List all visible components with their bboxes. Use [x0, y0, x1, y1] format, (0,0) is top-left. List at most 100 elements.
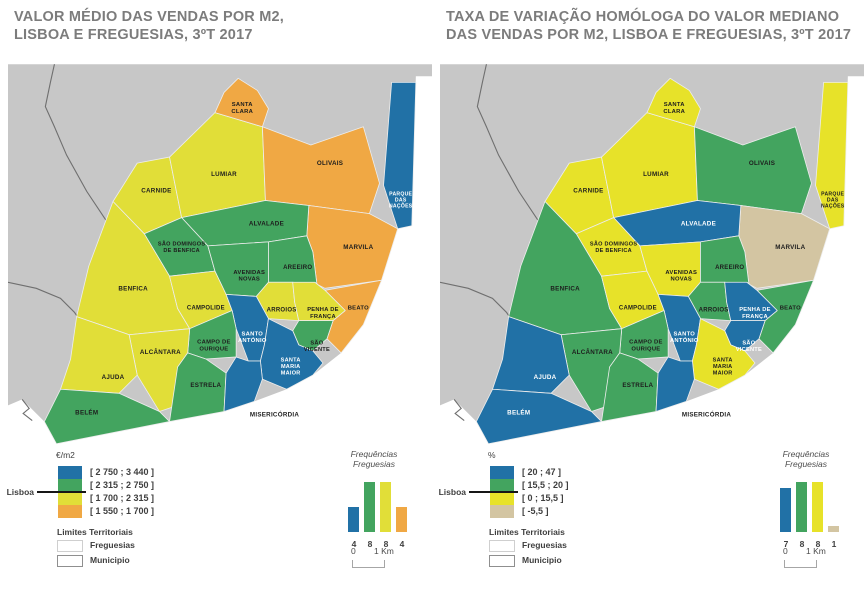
map-region-label-santa-clara: SANTA CLARA — [663, 102, 685, 115]
map-region-label-sao-domingos-de-benfica: SÃO DOMINGOS DE BENFICA — [590, 241, 637, 255]
map-region-label-marvila: MARVILA — [343, 244, 373, 251]
frequency-bar-0 — [348, 507, 359, 532]
frequency-histogram — [346, 480, 412, 532]
map-region-label-santa-maria-maior: SANTA MARIA MAIOR — [713, 357, 733, 376]
scale-bar: 0 1 Km — [350, 546, 420, 572]
map-region-penha-de-franca — [724, 281, 778, 322]
map-region-label-parque-das-nacoes: PARQUE DAS NAÇÕES — [821, 191, 845, 209]
title-line-1: TAXA DE VARIAÇÃO HOMÓLOGA DO VALOR MEDIA… — [446, 9, 840, 25]
map-region-label-ajuda: AJUDA — [102, 374, 125, 381]
limites-label-0: Freguesias — [522, 540, 567, 550]
scale-zero-label: 0 — [783, 546, 788, 556]
lisboa-marker-line — [37, 491, 86, 493]
frequency-value-1: 8 — [367, 539, 373, 549]
limites-box-1 — [489, 555, 515, 567]
frequency-value-3: 1 — [831, 539, 837, 549]
scale-km-label: 1 Km — [806, 546, 826, 556]
map-region-parque-das-nacoes — [383, 81, 417, 230]
limites-item-freguesias: Freguesias — [489, 539, 629, 554]
scale-km-label: 1 Km — [374, 546, 394, 556]
choropleth-map-valor-medio: CARNIDE LUMIAR SANTA CLARA OLIVAIS PARQUE DAS N… — [8, 64, 432, 445]
map-region-label-arroios: ARROIOS — [267, 308, 297, 314]
limites-territoriais-items: Freguesias Municipio — [57, 539, 197, 569]
page-title: VALOR MÉDIO DAS VENDAS POR M2, LISBOA E … — [14, 9, 426, 44]
map-region-penha-de-franca — [292, 281, 346, 322]
limites-item-municipio: Municipio — [489, 554, 629, 569]
limites-label-0: Freguesias — [90, 540, 135, 550]
map-region-label-campolide: CAMPOLIDE — [187, 306, 225, 312]
map-region-label-sao-domingos-de-benfica: SÃO DOMINGOS DE BENFICA — [158, 241, 205, 255]
frequency-value-0: 4 — [351, 539, 357, 549]
map-region-misericordia — [655, 356, 695, 412]
map-region-label-misericordia: MISERICÓRDIA — [682, 411, 731, 419]
map-region-label-alvalade: ALVALADE — [681, 221, 716, 228]
title-line-2: LISBOA E FREGUESIAS, 3ºT 2017 — [14, 26, 253, 43]
map-region-label-estrela: ESTRELA — [622, 382, 653, 389]
map-region-label-areeiro: AREEIRO — [283, 265, 312, 271]
map-region-label-ajuda: AJUDA — [534, 374, 557, 381]
title-line-1: VALOR MÉDIO DAS VENDAS POR M2, — [14, 9, 284, 25]
legend-class-label-3: [ -5,5 ] — [522, 506, 549, 516]
frequency-bar-2 — [380, 482, 391, 532]
legend-class-label-0: [ 2 750 ; 3 440 ] — [90, 467, 155, 477]
municipal-boundary-line — [44, 64, 114, 223]
map-region-label-carnide: CARNIDE — [573, 187, 603, 194]
map-region-label-sao-vicente: SÃO VICENTE — [304, 340, 330, 354]
map-region-label-santo-antonio: SANTO ANTÓNIO — [238, 331, 267, 344]
map-region-label-areeiro: AREEIRO — [715, 265, 744, 271]
legend-unit-label: €/m2 — [56, 450, 75, 460]
map-region-label-santo-antonio: SANTO ANTÓNIO — [670, 331, 699, 344]
map-region-label-parque-das-nacoes: PARQUE DAS NAÇÕES — [389, 191, 413, 209]
map-region-label-avenidas-novas: AVENIDAS NOVAS — [665, 270, 697, 283]
legend-swatch-0 — [490, 466, 514, 479]
limites-box-0 — [57, 540, 83, 552]
legend-class-label-2: [ 1 700 ; 2 315 ] — [90, 493, 155, 503]
frequency-value-1: 8 — [799, 539, 805, 549]
map-region-label-lumiar: LUMIAR — [211, 171, 237, 178]
map-region-label-belem: BELÉM — [507, 408, 530, 416]
frequency-bar-1 — [796, 482, 807, 532]
legend-swatches — [490, 466, 514, 518]
legend-class-labels: [ 20 ; 47 ] [ 15,5 ; 20 ] [ 0 ; 15,5 ] [ -5… — [522, 466, 569, 518]
histogram-title: Frequências Freguesias — [782, 449, 830, 469]
frequency-value-2: 8 — [815, 539, 821, 549]
limites-label-1: Municipio — [90, 555, 130, 565]
scale-bracket — [784, 560, 817, 568]
scale-bracket — [352, 560, 385, 568]
frequency-bar-2 — [812, 482, 823, 532]
limites-territoriais-items: Freguesias Municipio — [489, 539, 629, 569]
frequency-bar-1 — [364, 482, 375, 532]
legend-class-label-1: [ 2 315 ; 2 750 ] — [90, 480, 155, 490]
page-title: TAXA DE VARIAÇÃO HOMÓLOGA DO VALOR MEDIA… — [446, 9, 858, 44]
legend-class-label-2: [ 0 ; 15,5 ] — [522, 493, 564, 503]
frequency-value-3: 4 — [399, 539, 405, 549]
map-region-label-benfica: BENFICA — [118, 285, 148, 292]
frequency-bar-3 — [396, 507, 407, 532]
map-region-label-santa-clara: SANTA CLARA — [231, 102, 253, 115]
map-region-misericordia — [223, 356, 263, 412]
map-region-label-alcantara: ALCÂNTARA — [140, 349, 181, 356]
frequency-bar-3 — [828, 526, 839, 532]
limites-box-1 — [57, 555, 83, 567]
map-region-label-beato: BEATO — [348, 306, 369, 312]
map-region-label-olivais: OLIVAIS — [317, 160, 343, 167]
scale-bar: 0 1 Km — [782, 546, 852, 572]
map-region-label-campo-de-ourique: CAMPO DE OURIQUE — [197, 339, 231, 352]
frequency-value-2: 8 — [383, 539, 389, 549]
limites-territoriais-title: Limites Territoriais — [489, 527, 565, 537]
frequency-histogram — [778, 480, 844, 532]
map-region-label-santa-maria-maior: SANTA MARIA MAIOR — [281, 357, 301, 376]
map-region-label-marvila: MARVILA — [775, 244, 805, 251]
map-region-label-beato: BEATO — [780, 306, 801, 312]
legend-swatches — [58, 466, 82, 518]
legend-swatch-3 — [490, 505, 514, 518]
map-region-label-penha-de-franca: PENHA DE FRANÇA — [739, 307, 771, 320]
map-region-label-sao-vicente: SÃO VICENTE — [736, 340, 762, 354]
map-region-label-alcantara: ALCÂNTARA — [572, 349, 613, 356]
municipal-boundary-line — [8, 281, 80, 319]
map-region-label-misericordia: MISERICÓRDIA — [250, 411, 299, 419]
legend-swatch-1 — [58, 479, 82, 492]
